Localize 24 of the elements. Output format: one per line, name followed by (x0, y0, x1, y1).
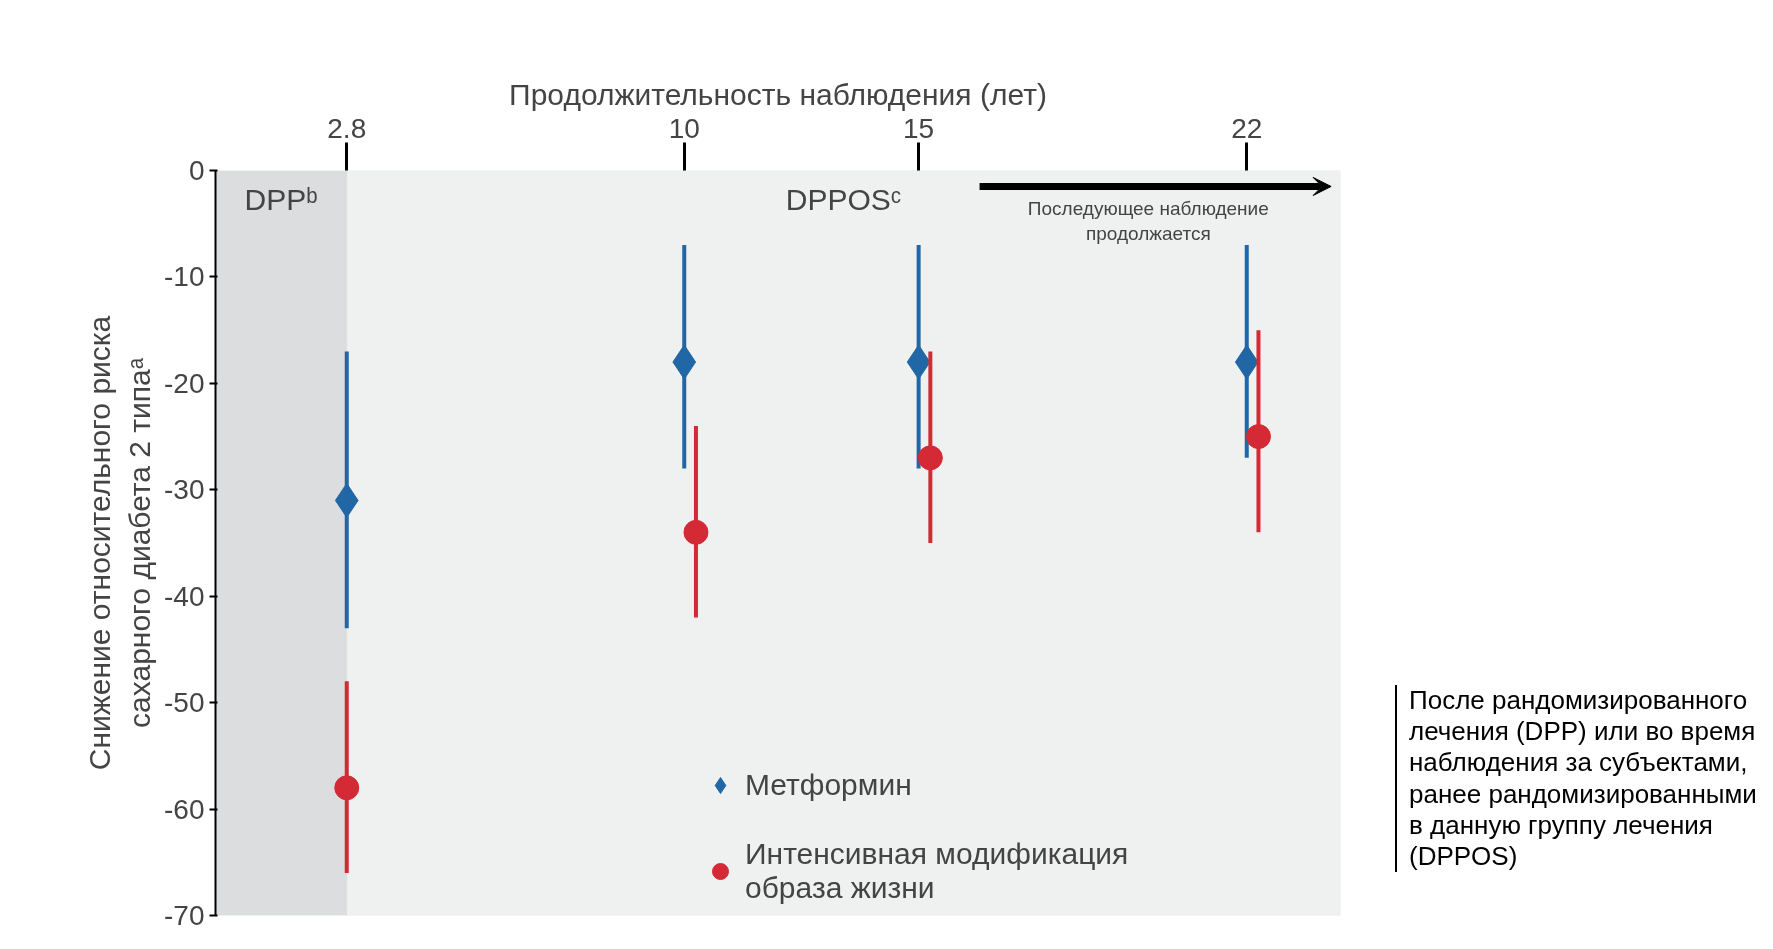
point (334, 775, 360, 801)
y-axis-title: Снижение относительного риска сахарного диабета 2 типаᵃ (83, 315, 157, 771)
x-tick-label: 22 (1231, 112, 1263, 144)
band-label: DPPᵇ (244, 182, 318, 216)
band-label: DPPOSᶜ (785, 182, 902, 216)
point (683, 519, 709, 545)
x-axis-title: Продолжительность наблюдения (лет) (509, 77, 1047, 111)
y-tick-label: -10 (164, 261, 205, 293)
annotation: Последующее наблюдение продолжается (1027, 198, 1269, 245)
legend-label: Интенсивная модификация образа жизни (745, 837, 1129, 905)
y-tick-label: -70 (164, 900, 205, 931)
y-tick-label: -20 (164, 367, 205, 399)
point (917, 445, 943, 471)
point (1245, 424, 1271, 450)
y-tick-label: 0 (188, 155, 205, 186)
x-tick-label: 10 (668, 112, 700, 144)
text: После рандомизированного лечения (DPP) или во время наблюдения за субъектами, ранее рандомизированными в данную группу лечения (DPPOS) (1395, 685, 1765, 873)
y-tick-label: -30 (164, 474, 205, 506)
y-tick-label: -60 (164, 793, 205, 825)
x-tick-label: 15 (903, 112, 935, 144)
legend-label: Метформин (745, 768, 912, 802)
y-tick-label: -50 (164, 687, 205, 719)
y-tick-label: -40 (164, 580, 205, 612)
x-tick-label: 2.8 (327, 112, 367, 144)
